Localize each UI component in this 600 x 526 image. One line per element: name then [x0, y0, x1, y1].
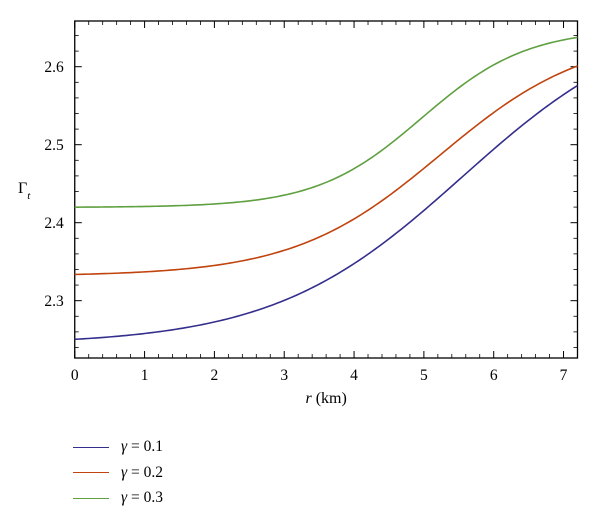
svg-text:4: 4: [350, 367, 358, 384]
svg-text:7: 7: [560, 367, 568, 384]
svg-text:1: 1: [141, 367, 149, 384]
svg-text:0: 0: [71, 367, 79, 384]
svg-text:2.4: 2.4: [44, 215, 64, 232]
svg-text:2: 2: [211, 367, 219, 384]
svg-text:2.5: 2.5: [44, 137, 64, 154]
svg-text:2.3: 2.3: [44, 293, 64, 310]
svg-text:2.6: 2.6: [44, 59, 64, 76]
svg-text:3: 3: [280, 367, 288, 384]
svg-text:5: 5: [420, 367, 428, 384]
svg-text:6: 6: [490, 367, 498, 384]
